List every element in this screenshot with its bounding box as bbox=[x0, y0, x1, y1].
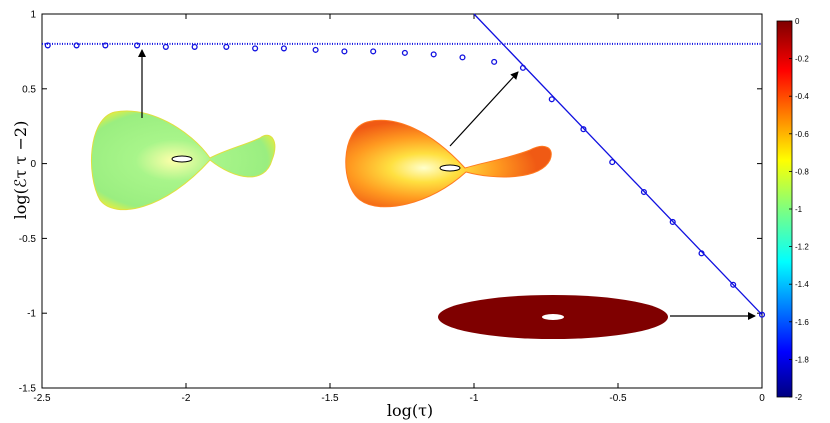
data-point bbox=[491, 58, 498, 65]
orange-bowtie-shape bbox=[345, 119, 552, 208]
data-point bbox=[401, 49, 408, 56]
x-tick-label: -1 bbox=[470, 393, 479, 404]
x-tick-label: -0.5 bbox=[609, 393, 627, 404]
fit-line bbox=[42, 13, 763, 316]
colorbar-tick-label: -1 bbox=[795, 205, 803, 214]
colorbar-tick-label: 0 bbox=[795, 17, 800, 26]
colorbar-tick-label: -0.8 bbox=[795, 167, 809, 176]
x-tick-label: -1.5 bbox=[321, 393, 339, 404]
colorbar-labels: 0 -0.2 -0.4 -0.6 -0.8 -1 -1.2 -1.4 -1.6 -1.8 -2 bbox=[789, 17, 809, 402]
colorbar-tick-label: -0.6 bbox=[795, 130, 809, 139]
fit-line-segment bbox=[473, 13, 763, 316]
data-point bbox=[133, 42, 141, 49]
y-axis-label: log(ℰτ τ −2) bbox=[11, 121, 30, 220]
y-tick-label: 1 bbox=[30, 10, 36, 21]
data-point bbox=[102, 42, 109, 49]
data-point bbox=[370, 48, 377, 55]
colorbar-tick-label: -1.8 bbox=[795, 355, 809, 364]
data-point bbox=[730, 281, 737, 288]
x-tick-label: -2 bbox=[182, 393, 191, 404]
axis-ticks bbox=[41, 13, 763, 389]
colorbar-tick-label: -1.2 bbox=[795, 243, 809, 252]
data-point bbox=[459, 54, 466, 61]
data-point bbox=[640, 188, 647, 196]
data-markers bbox=[44, 42, 766, 318]
x-tick-label: 0 bbox=[759, 393, 765, 404]
inset-orange-bowtie bbox=[345, 119, 552, 208]
y-tick-label: -0.5 bbox=[19, 234, 37, 245]
colorbar-tick-label: -1.6 bbox=[795, 318, 809, 327]
colorbar-tick-label: -0.4 bbox=[795, 92, 809, 101]
y-tick-label: -1.5 bbox=[19, 384, 37, 395]
data-point bbox=[73, 42, 80, 49]
x-tick-label: -2.5 bbox=[33, 393, 51, 404]
y-tick-label: 0 bbox=[30, 159, 36, 170]
y-tick-label: 0.5 bbox=[22, 84, 36, 95]
data-point bbox=[430, 51, 437, 58]
colorbar-tick-label: -0.2 bbox=[795, 55, 809, 64]
data-point bbox=[758, 311, 766, 318]
data-point bbox=[609, 159, 616, 166]
x-axis-label: log(τ) bbox=[387, 401, 433, 420]
data-point bbox=[191, 43, 198, 50]
colorbar-tick-label: -2 bbox=[795, 393, 803, 402]
y-tick-labels: 1 0.5 0 -0.5 -1 -1.5 bbox=[19, 10, 37, 395]
data-point bbox=[698, 250, 705, 257]
inset-red-disk bbox=[438, 295, 668, 339]
inset-green-bowtie bbox=[91, 110, 276, 211]
red-disk-hole bbox=[542, 314, 564, 320]
data-point bbox=[312, 46, 319, 53]
data-point bbox=[341, 48, 348, 55]
data-point bbox=[252, 45, 259, 52]
data-point bbox=[548, 96, 555, 103]
data-point bbox=[519, 64, 527, 71]
orange-bowtie-hole bbox=[439, 164, 461, 172]
data-point bbox=[223, 43, 230, 50]
colorbar-tick-label: -1.4 bbox=[795, 280, 809, 289]
data-point bbox=[44, 42, 51, 49]
green-bowtie-hole bbox=[171, 155, 193, 163]
data-point bbox=[580, 126, 587, 133]
data-point bbox=[669, 218, 676, 225]
x-tick-labels: -2.5 -2 -1.5 -1 -0.5 0 bbox=[33, 393, 765, 404]
data-point bbox=[280, 45, 287, 52]
y-tick-label: -1 bbox=[27, 309, 36, 320]
data-point bbox=[162, 43, 169, 50]
arrow-orange bbox=[449, 71, 519, 147]
